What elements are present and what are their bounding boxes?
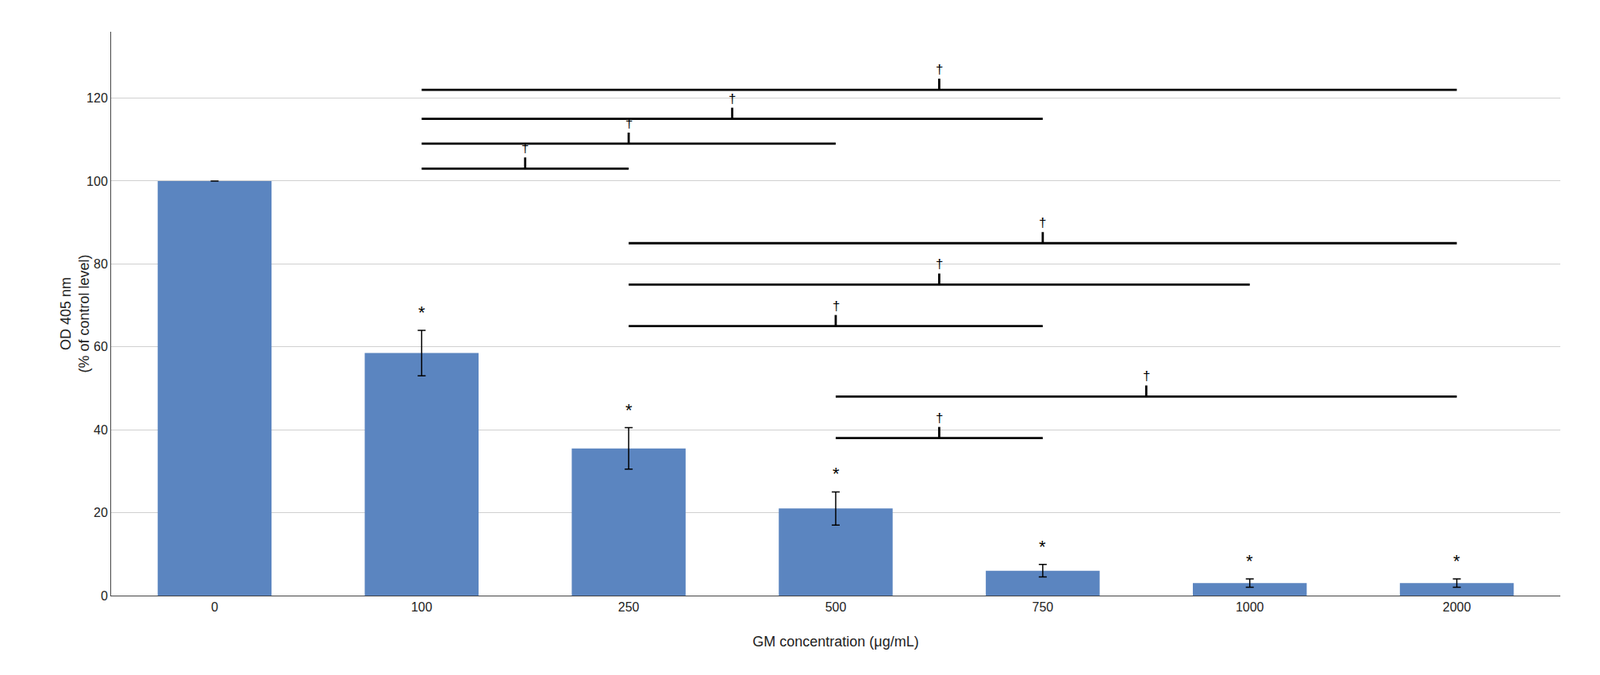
svg-text:*: *: [1038, 536, 1047, 557]
svg-text:*: *: [1453, 550, 1461, 571]
svg-text:500: 500: [825, 600, 847, 614]
svg-text:†: †: [728, 91, 736, 107]
svg-text:120: 120: [86, 91, 108, 105]
svg-text:*: *: [1246, 550, 1254, 571]
svg-text:†: †: [935, 61, 943, 77]
svg-text:60: 60: [93, 339, 108, 354]
svg-text:*: *: [625, 400, 633, 420]
svg-text:2000: 2000: [1442, 600, 1472, 614]
svg-text:†: †: [521, 140, 529, 156]
svg-text:100: 100: [411, 600, 433, 614]
svg-text:†: †: [832, 298, 840, 314]
svg-text:20: 20: [93, 505, 108, 520]
svg-text:80: 80: [93, 257, 108, 271]
svg-text:40: 40: [93, 423, 108, 437]
svg-text:†: †: [935, 410, 943, 426]
svg-text:GM concentration (μg/mL): GM concentration (μg/mL): [752, 633, 919, 650]
svg-text:1000: 1000: [1235, 600, 1265, 614]
svg-text:750: 750: [1032, 600, 1054, 614]
svg-text:*: *: [832, 463, 840, 484]
svg-text:†: †: [1038, 215, 1047, 231]
svg-text:0: 0: [100, 588, 108, 603]
svg-text:†: †: [625, 115, 633, 131]
svg-text:†: †: [1142, 368, 1150, 384]
svg-text:0: 0: [211, 600, 219, 614]
svg-text:*: *: [418, 302, 426, 323]
svg-text:OD 405 nm(% of control level): OD 405 nm(% of control level): [57, 253, 93, 373]
svg-text:100: 100: [86, 174, 108, 189]
svg-text:†: †: [935, 256, 943, 272]
svg-text:250: 250: [618, 600, 640, 614]
